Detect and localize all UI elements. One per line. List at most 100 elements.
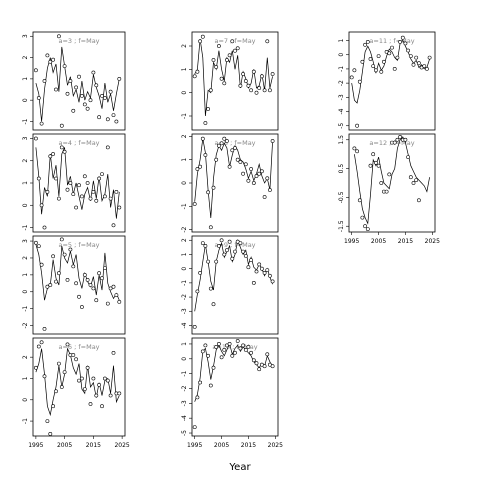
data-point <box>114 119 119 124</box>
y-tick-label: 2 <box>181 134 188 138</box>
panel-title: a=9 ; f=May <box>214 241 255 249</box>
y-tick-label: -1 <box>22 224 29 230</box>
data-point <box>352 68 357 73</box>
y-tick-label: -2 <box>338 80 345 86</box>
data-point <box>80 305 84 309</box>
data-point <box>230 39 235 44</box>
data-point <box>371 152 376 157</box>
data-point <box>77 74 81 79</box>
data-point <box>257 367 262 372</box>
data-point <box>97 176 102 181</box>
data-point <box>198 380 203 385</box>
data-point <box>71 108 76 113</box>
y-tick-label: 0 <box>338 53 345 57</box>
x-tick-label: 2015 <box>86 442 101 449</box>
data-point <box>48 59 53 64</box>
data-point <box>54 389 58 394</box>
data-point <box>408 54 413 59</box>
data-point <box>200 349 205 354</box>
data-point <box>51 254 56 259</box>
series-line <box>35 147 120 219</box>
data-point <box>108 286 113 291</box>
data-point <box>91 70 96 75</box>
panel-title: a=11 ; f=May <box>369 37 414 45</box>
data-point <box>355 123 360 128</box>
data-point <box>406 155 411 160</box>
y-tick-label: -2 <box>181 385 188 391</box>
data-point <box>91 286 96 291</box>
data-point <box>379 181 384 185</box>
data-point <box>97 271 102 276</box>
data-point <box>387 51 392 56</box>
y-tick-label: 0 <box>22 203 29 207</box>
data-point <box>227 341 232 346</box>
data-point <box>400 35 405 40</box>
y-tick-label: -3 <box>181 400 188 406</box>
data-point <box>57 34 61 39</box>
data-point <box>111 113 116 118</box>
panel-title: a=10 ; f=May <box>212 343 257 351</box>
data-point <box>363 224 368 229</box>
y-tick-label: -1.5 <box>338 220 345 232</box>
y-tick-label: 1 <box>22 181 29 185</box>
panel-frame <box>32 235 126 335</box>
panel-4: a=6 ; f=May -1 0 1 2 1995 2005 2015 2025 <box>22 337 130 449</box>
panel-10: a=12 ; f=May-1.5-0.50.51.519952005201520… <box>338 133 440 245</box>
data-point <box>387 172 392 177</box>
y-tick-label: -1 <box>338 66 345 72</box>
data-point <box>249 167 254 171</box>
data-point <box>39 121 44 126</box>
data-point <box>214 157 219 162</box>
data-point <box>381 59 386 64</box>
data-point <box>368 163 373 168</box>
y-tick-label: 1 <box>181 342 188 346</box>
panel-2: a=4 ; f=May -1 0 1 2 3 <box>22 133 126 233</box>
y-tick-label: 1 <box>181 67 188 71</box>
data-point <box>227 239 232 244</box>
data-point <box>243 162 248 167</box>
series-line <box>351 39 430 104</box>
data-point <box>192 324 197 329</box>
data-point <box>376 54 381 59</box>
data-point <box>208 88 213 93</box>
data-point <box>224 248 229 253</box>
data-point <box>195 69 200 74</box>
data-point <box>39 262 44 267</box>
data-point <box>117 299 122 304</box>
data-point <box>368 57 373 61</box>
data-point <box>254 269 259 274</box>
data-point <box>206 107 211 111</box>
data-point <box>198 164 203 169</box>
y-tick-label: -2 <box>181 226 188 232</box>
data-point <box>206 259 211 264</box>
data-point <box>51 152 56 156</box>
data-point <box>414 55 419 60</box>
data-point <box>241 72 246 76</box>
panel-title: a=7 ; f=May <box>214 37 255 45</box>
data-point <box>77 378 81 383</box>
data-point <box>42 79 47 83</box>
y-tick-label: 0 <box>22 398 29 402</box>
series-line <box>194 342 273 402</box>
data-point <box>246 265 251 270</box>
data-point <box>238 160 243 164</box>
data-point <box>108 393 113 398</box>
data-point <box>39 340 44 345</box>
x-tick-label: 2015 <box>398 238 413 245</box>
y-tick-label: -3 <box>338 94 345 100</box>
data-point <box>224 139 229 143</box>
data-point <box>219 238 224 243</box>
data-point <box>222 136 227 141</box>
y-tick-label: 1 <box>22 273 29 277</box>
data-point <box>74 281 79 286</box>
data-point <box>103 194 107 199</box>
data-point <box>94 198 99 203</box>
data-point <box>416 61 421 66</box>
data-point <box>65 187 70 192</box>
data-point <box>45 189 50 194</box>
data-point <box>200 241 205 246</box>
x-axis-title: Year <box>228 462 251 473</box>
series-line <box>194 38 273 117</box>
data-point <box>62 64 67 69</box>
